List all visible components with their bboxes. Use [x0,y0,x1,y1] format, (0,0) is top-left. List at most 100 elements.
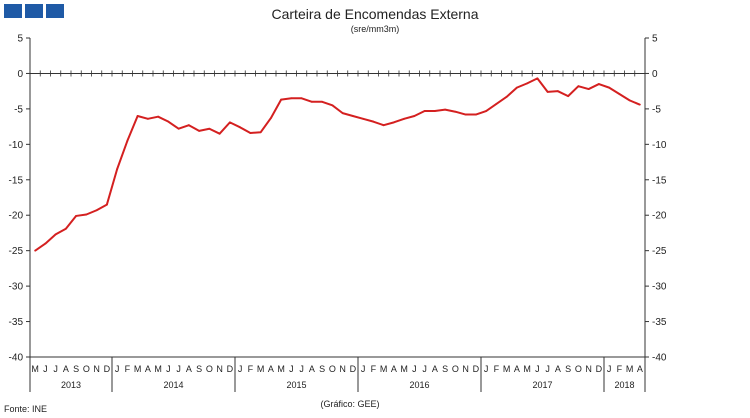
data-point [577,85,580,88]
data-point [259,131,262,134]
month-label: F [371,364,377,374]
data-point [249,132,252,134]
month-label: S [319,364,325,374]
data-point [351,115,354,117]
data-point [392,121,395,124]
data-point [239,126,242,129]
data-point [403,117,406,120]
data-point [269,117,272,120]
data-point [146,117,149,120]
y-tick-label-right: -25 [652,246,667,257]
month-label: A [555,364,561,374]
month-label: A [186,364,192,374]
logo-block [25,4,43,18]
data-point [116,168,119,171]
data-point [526,82,529,85]
year-label: 2017 [532,380,552,390]
data-point [495,103,498,105]
month-label: M [626,364,634,374]
month-label: F [125,364,131,374]
data-point [208,127,211,130]
month-label: A [514,364,520,374]
month-label: S [565,364,571,374]
y-tick-label-right: -30 [652,282,667,293]
month-label: N [585,364,592,374]
data-point [505,95,508,98]
month-label: M [400,364,408,374]
month-label: A [637,364,643,374]
month-label: J [412,364,417,374]
month-label: O [329,364,336,374]
graphic-credit: (Gráfico: GEE) [320,399,380,409]
y-tick-label-left: 5 [17,34,23,45]
data-point [198,129,201,132]
data-point [321,100,324,103]
data-point [187,124,190,127]
month-label: A [391,364,397,374]
data-point [628,99,631,102]
data-point [105,203,108,206]
y-tick-label-left: -30 [9,282,24,293]
data-point [515,86,518,89]
chart-title: Carteira de Encomendas Externa [271,6,479,22]
logo-block [46,4,64,18]
data-point [413,115,416,117]
month-label: M [503,364,511,374]
data-point [290,97,293,100]
y-tick-label-right: -15 [652,175,667,186]
month-label: O [452,364,459,374]
month-label: D [227,364,234,374]
month-label: A [145,364,151,374]
y-tick-label-left: -10 [9,140,24,151]
series-line [34,77,641,252]
data-point [341,112,344,115]
year-label: 2014 [163,380,183,390]
month-label: J [361,364,366,374]
y-tick-label-right: -40 [652,353,667,364]
y-tick-label-right: -5 [652,104,661,115]
y-tick-label-right: -35 [652,317,667,328]
month-label: M [154,364,162,374]
y-tick-label-right: -20 [652,211,667,222]
year-label: 2018 [614,380,634,390]
month-label: D [350,364,357,374]
month-label: M [277,364,285,374]
month-label: S [196,364,202,374]
month-label: J [53,364,58,374]
month-label: J [535,364,540,374]
month-label: A [268,364,274,374]
data-point [485,110,488,112]
month-label: F [248,364,254,374]
month-label: A [309,364,315,374]
month-label: N [216,364,223,374]
data-point [64,227,67,230]
data-point [136,115,139,117]
data-point [608,86,611,89]
month-label: M [31,364,39,374]
year-label: 2016 [409,380,429,390]
year-label: 2015 [286,380,306,390]
data-point [567,95,570,98]
data-point [167,120,170,123]
data-point [177,127,180,130]
month-label: J [176,364,181,374]
data-point [556,90,559,93]
month-label: D [473,364,480,374]
data-point [618,93,621,95]
month-label: S [442,364,448,374]
month-label: D [104,364,111,374]
month-label: M [134,364,142,374]
month-label: J [484,364,489,374]
data-point [75,215,78,217]
year-label: 2013 [61,380,81,390]
data-point [464,113,467,116]
month-label: J [422,364,427,374]
data-point [638,103,641,106]
y-tick-label-left: -20 [9,211,24,222]
data-point [382,124,385,127]
y-tick-label-left: -25 [9,246,24,257]
data-point [372,120,375,123]
y-tick-label-left: -5 [14,104,23,115]
data-point [85,213,88,216]
